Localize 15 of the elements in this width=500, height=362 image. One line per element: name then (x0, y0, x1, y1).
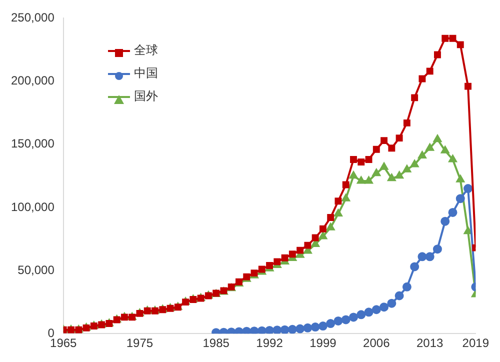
x-tick-label: 2013 (416, 336, 444, 350)
x-tick-label: 1975 (126, 336, 154, 350)
legend-label: 全球 (134, 42, 158, 59)
x-tick-label: 1999 (310, 336, 337, 350)
x-tick-label: 1992 (256, 336, 284, 350)
x-tick-label: 1985 (202, 336, 230, 350)
legend-label: 中国 (134, 65, 158, 82)
y-tick-label: 150,000 (10, 136, 55, 151)
y-tick-label: 250,000 (10, 10, 55, 25)
x-tick-label: 2006 (363, 336, 390, 350)
y-tick-label: 100,000 (10, 200, 55, 214)
x-tick-label: 2019 (462, 336, 490, 350)
y-tick-label: 200,000 (10, 74, 55, 88)
y-tick-label: 50,000 (18, 262, 55, 277)
legend-label: 国外 (134, 88, 158, 105)
